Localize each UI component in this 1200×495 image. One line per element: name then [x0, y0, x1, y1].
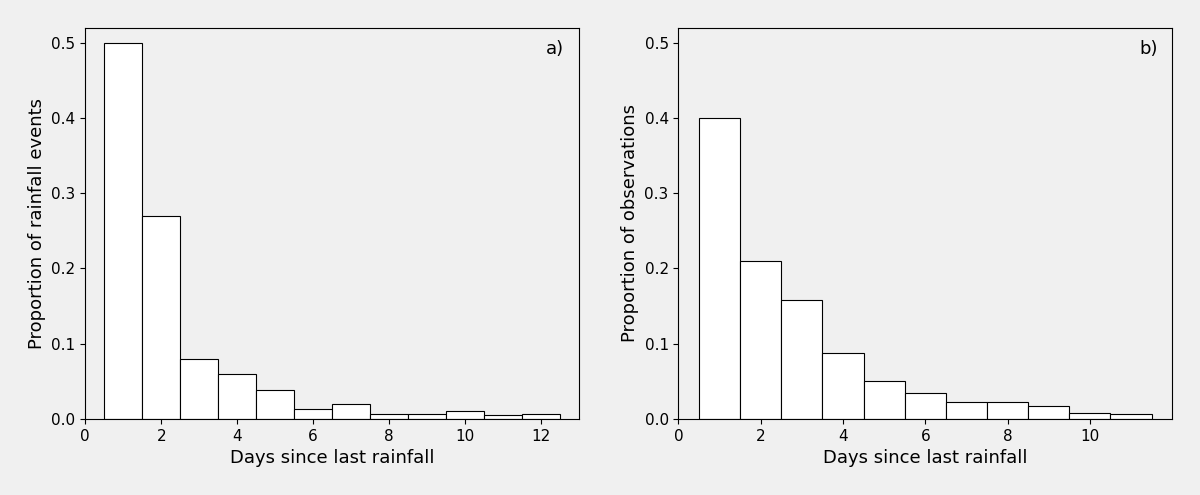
Bar [822, 353, 864, 419]
Bar [218, 374, 257, 419]
Y-axis label: Proportion of rainfall events: Proportion of rainfall events [28, 98, 46, 349]
Bar [371, 414, 408, 419]
Text: a): a) [546, 40, 564, 57]
Bar [740, 261, 781, 419]
Bar [332, 404, 371, 419]
Bar [946, 402, 988, 419]
X-axis label: Days since last rainfall: Days since last rainfall [230, 449, 434, 467]
Bar [180, 359, 218, 419]
Y-axis label: Proportion of observations: Proportion of observations [620, 104, 638, 343]
Bar [143, 216, 180, 419]
Bar [781, 300, 822, 419]
Bar [446, 411, 484, 419]
Bar [104, 43, 143, 419]
Bar [522, 414, 560, 419]
Bar [408, 414, 446, 419]
Text: b): b) [1139, 40, 1158, 57]
Bar [1069, 413, 1110, 419]
X-axis label: Days since last rainfall: Days since last rainfall [823, 449, 1027, 467]
Bar [1110, 414, 1152, 419]
Bar [905, 393, 946, 419]
Bar [698, 118, 740, 419]
Bar [988, 402, 1028, 419]
Bar [864, 381, 905, 419]
Bar [484, 415, 522, 419]
Bar [257, 391, 294, 419]
Bar [294, 409, 332, 419]
Bar [1028, 406, 1069, 419]
